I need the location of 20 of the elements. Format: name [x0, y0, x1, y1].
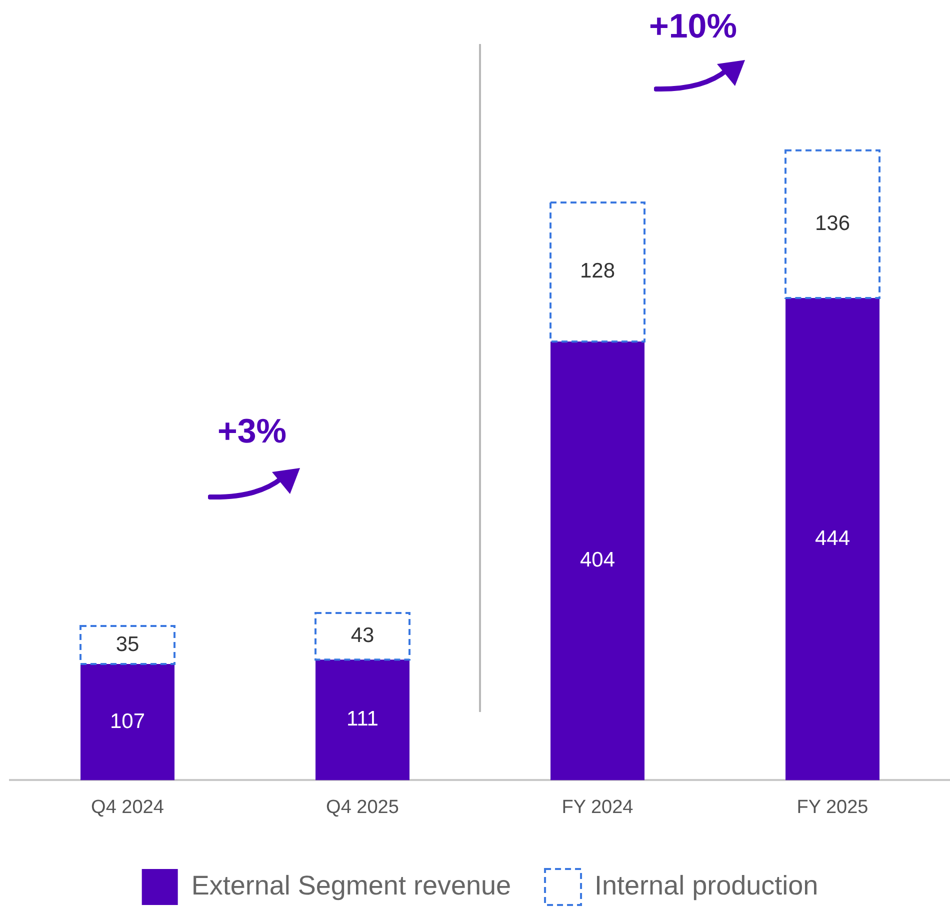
x-tick-label: Q4 2024 [91, 796, 164, 818]
data-label: 43 [350, 624, 374, 648]
bar [316, 660, 410, 780]
legend-label: External Segment revenue [191, 870, 512, 900]
text: +10% [649, 8, 737, 46]
data-label: 444 [814, 526, 850, 550]
data-label: 128 [580, 260, 616, 283]
data-label: 404 [580, 548, 616, 572]
x-tick-label: Q4 2025 [326, 796, 399, 818]
bar [786, 298, 880, 780]
x-tick-label: FY 2025 [796, 796, 868, 818]
data-label: 35 [116, 632, 140, 656]
data-label: 107 [110, 710, 146, 733]
x-tick-label: FY 2024 [562, 796, 634, 818]
bar [550, 341, 644, 780]
bar [80, 664, 174, 780]
data-label: 136 [814, 212, 850, 235]
annotation: +3% [218, 412, 286, 452]
data-label: 111 [346, 708, 378, 731]
legend-label: Internal production [594, 870, 818, 900]
